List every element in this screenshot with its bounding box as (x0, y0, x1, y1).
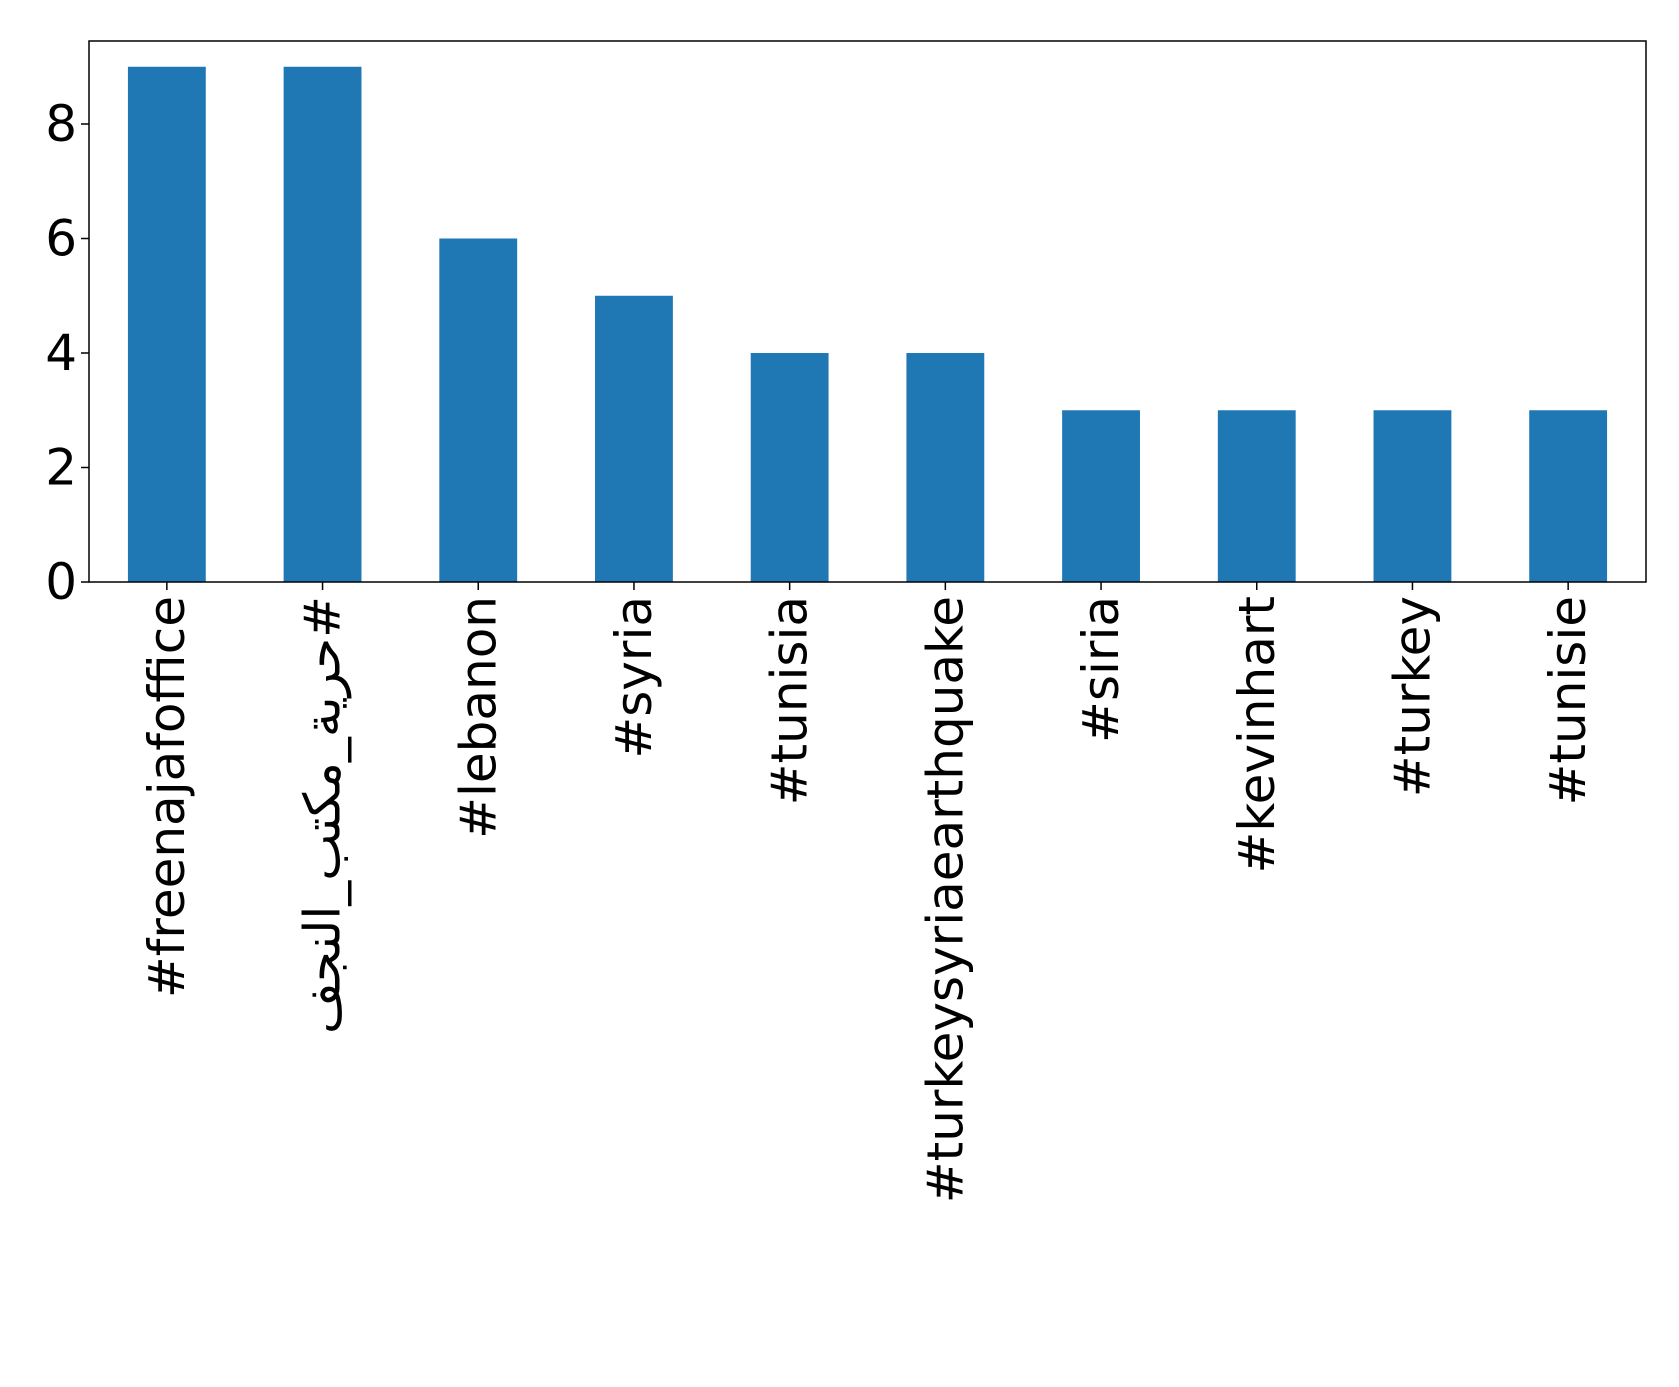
y-tick-label: 8 (45, 95, 77, 153)
x-tick-label: #tunisia (761, 596, 819, 805)
bar (1529, 410, 1608, 582)
bar (1062, 410, 1140, 582)
y-tick-label: 0 (45, 553, 77, 611)
plot-frame (88, 40, 1647, 583)
x-tick-label: #turkeysyriaearthquake (916, 596, 974, 1203)
bar (439, 238, 518, 582)
bar (906, 353, 985, 582)
bar (283, 66, 362, 582)
x-tick-label: #turkey (1383, 596, 1441, 797)
y-tick-label: 2 (45, 439, 77, 497)
y-tick-label: 6 (45, 210, 77, 268)
x-tick-label: #syria (605, 596, 663, 759)
bar (1373, 410, 1452, 582)
y-tick-label: 4 (45, 324, 77, 382)
bar (750, 353, 829, 582)
x-tick-label: #kevinhart (1228, 596, 1286, 874)
x-tick-label: #freenajafoffice (138, 596, 196, 998)
bar (595, 295, 673, 582)
x-tick-label: #siria (1072, 596, 1130, 743)
x-tick-label: #حرية_مكتب_النجف (294, 596, 352, 1034)
x-tick-label: #tunisie (1539, 596, 1597, 805)
bar (127, 66, 206, 582)
bar (1217, 410, 1296, 582)
x-tick-label: #lebanon (449, 596, 507, 839)
